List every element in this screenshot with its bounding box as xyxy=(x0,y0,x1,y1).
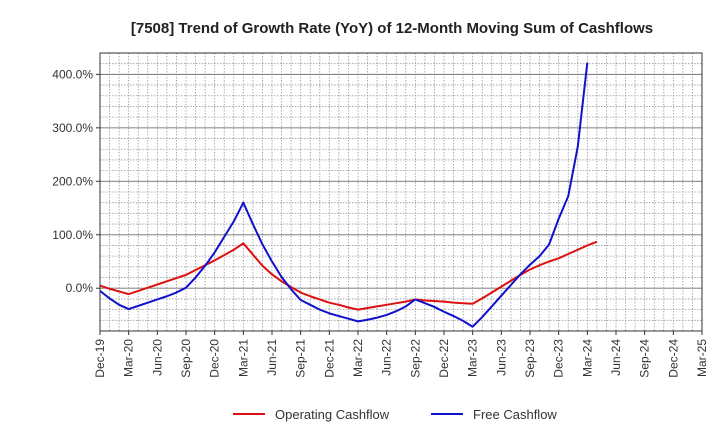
x-axis-ticks: Dec-19 Mar-20 Jun-20 Sep-20 Dec-20 Mar-21 Jun-… xyxy=(93,331,709,378)
legend-label-free-cashflow: Free Cashflow xyxy=(473,407,557,422)
x-tick-label: Mar-20 xyxy=(122,339,136,377)
series-line-free-cashflow xyxy=(99,62,589,328)
y-tick-label: 400.0% xyxy=(52,67,93,81)
x-tick-label: Jun-20 xyxy=(150,339,164,376)
x-tick-label: Jun-24 xyxy=(609,339,623,376)
x-tick-label: Sep-22 xyxy=(408,339,422,378)
y-tick-label: 0.0% xyxy=(66,281,94,295)
x-tick-label: Mar-22 xyxy=(351,339,365,377)
x-tick-label: Dec-19 xyxy=(93,339,107,378)
x-tick-label: Jun-23 xyxy=(494,339,508,376)
grid xyxy=(100,53,702,331)
x-tick-label: Dec-21 xyxy=(322,339,336,378)
x-tick-label: Dec-20 xyxy=(208,339,222,378)
x-tick-label: Sep-20 xyxy=(179,339,193,378)
y-tick-label: 100.0% xyxy=(52,228,93,242)
series-lines xyxy=(99,62,598,328)
x-tick-label: Sep-23 xyxy=(523,339,537,378)
x-tick-label: Jun-21 xyxy=(265,339,279,376)
series-line-operating-cashflow xyxy=(99,240,598,311)
x-tick-label: Dec-24 xyxy=(666,339,680,378)
legend-label-operating-cashflow: Operating Cashflow xyxy=(275,407,390,422)
x-tick-label: Dec-23 xyxy=(552,339,566,378)
x-tick-label: Mar-24 xyxy=(580,339,594,377)
plot-area-border xyxy=(99,52,703,332)
x-tick-label: Mar-21 xyxy=(236,339,250,377)
y-axis-ticks: 0.0% 100.0% 200.0% 300.0% 400.0% xyxy=(52,67,100,295)
x-tick-label: Dec-22 xyxy=(437,339,451,378)
x-tick-label: Mar-23 xyxy=(466,339,480,377)
x-tick-label: Jun-22 xyxy=(380,339,394,376)
chart-title: [7508] Trend of Growth Rate (YoY) of 12-… xyxy=(131,20,653,37)
x-tick-label: Sep-21 xyxy=(294,339,308,378)
y-tick-label: 200.0% xyxy=(52,174,93,188)
x-tick-label: Mar-25 xyxy=(695,339,709,377)
x-tick-label: Sep-24 xyxy=(638,339,652,378)
y-tick-label: 300.0% xyxy=(52,121,93,135)
legend: Operating Cashflow Free Cashflow xyxy=(233,407,557,422)
